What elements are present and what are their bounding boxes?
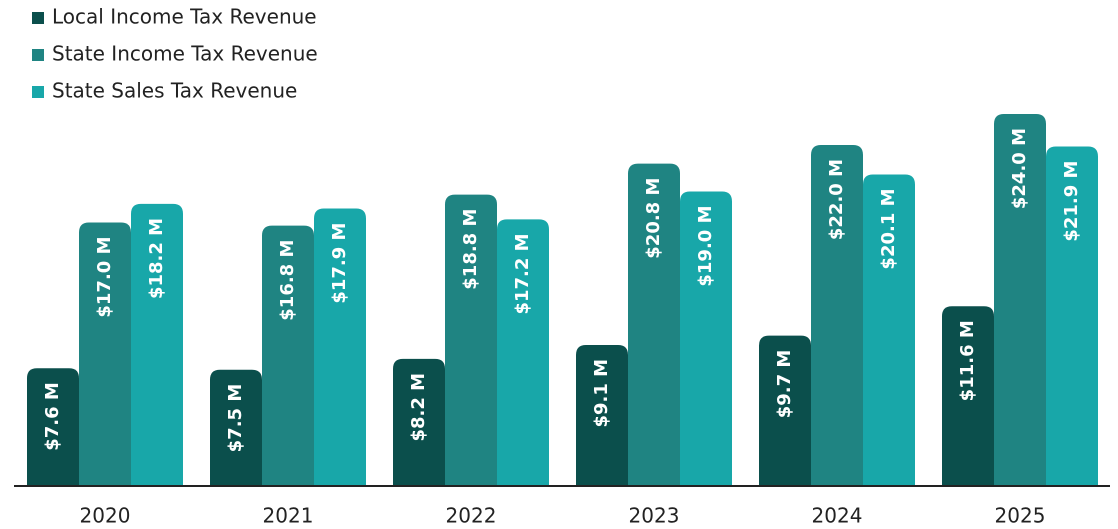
value-label: $7.5 M xyxy=(225,384,246,453)
value-label: $7.6 M xyxy=(42,382,63,451)
value-label: $21.9 M xyxy=(1061,161,1082,242)
bar xyxy=(131,203,183,486)
legend-swatch xyxy=(32,12,44,24)
bar xyxy=(445,194,497,486)
bar xyxy=(811,145,863,486)
x-tick-label: 2022 xyxy=(446,504,497,528)
legend-swatch xyxy=(32,86,44,98)
bar xyxy=(759,335,811,486)
x-tick-label: 2020 xyxy=(80,504,131,528)
bar xyxy=(497,219,549,486)
bar xyxy=(942,306,994,486)
bar xyxy=(1046,146,1098,487)
value-label: $11.6 M xyxy=(957,320,978,401)
bar xyxy=(79,222,131,486)
bar xyxy=(628,163,680,486)
value-label: $17.2 M xyxy=(512,233,533,314)
legend-swatch xyxy=(32,49,44,61)
bar xyxy=(680,191,732,486)
bar xyxy=(210,369,262,486)
value-label: $17.0 M xyxy=(94,237,115,318)
x-tick-label: 2025 xyxy=(995,504,1046,528)
value-label: $20.8 M xyxy=(643,178,664,259)
legend-label: Local Income Tax Revenue xyxy=(52,5,317,29)
x-tick-label: 2024 xyxy=(812,504,863,528)
value-label: $9.7 M xyxy=(774,350,795,419)
bar xyxy=(994,114,1046,486)
value-label: $19.0 M xyxy=(695,206,716,287)
value-label: $9.1 M xyxy=(591,359,612,428)
bar xyxy=(262,225,314,486)
legend-label: State Income Tax Revenue xyxy=(52,42,318,66)
x-tick-label: 2023 xyxy=(629,504,680,528)
bar xyxy=(314,208,366,487)
bar xyxy=(393,358,445,486)
value-label: $17.9 M xyxy=(329,223,350,304)
bar xyxy=(863,174,915,486)
value-label: $24.0 M xyxy=(1009,128,1030,209)
value-label: $8.2 M xyxy=(408,373,429,442)
value-label: $22.0 M xyxy=(826,159,847,240)
bar xyxy=(27,368,79,486)
value-label: $16.8 M xyxy=(277,240,298,321)
value-label: $18.2 M xyxy=(146,218,167,299)
value-label: $18.8 M xyxy=(460,209,481,290)
legend-label: State Sales Tax Revenue xyxy=(52,79,297,103)
bar xyxy=(576,344,628,486)
value-label: $20.1 M xyxy=(878,188,899,269)
x-tick-label: 2021 xyxy=(263,504,314,528)
